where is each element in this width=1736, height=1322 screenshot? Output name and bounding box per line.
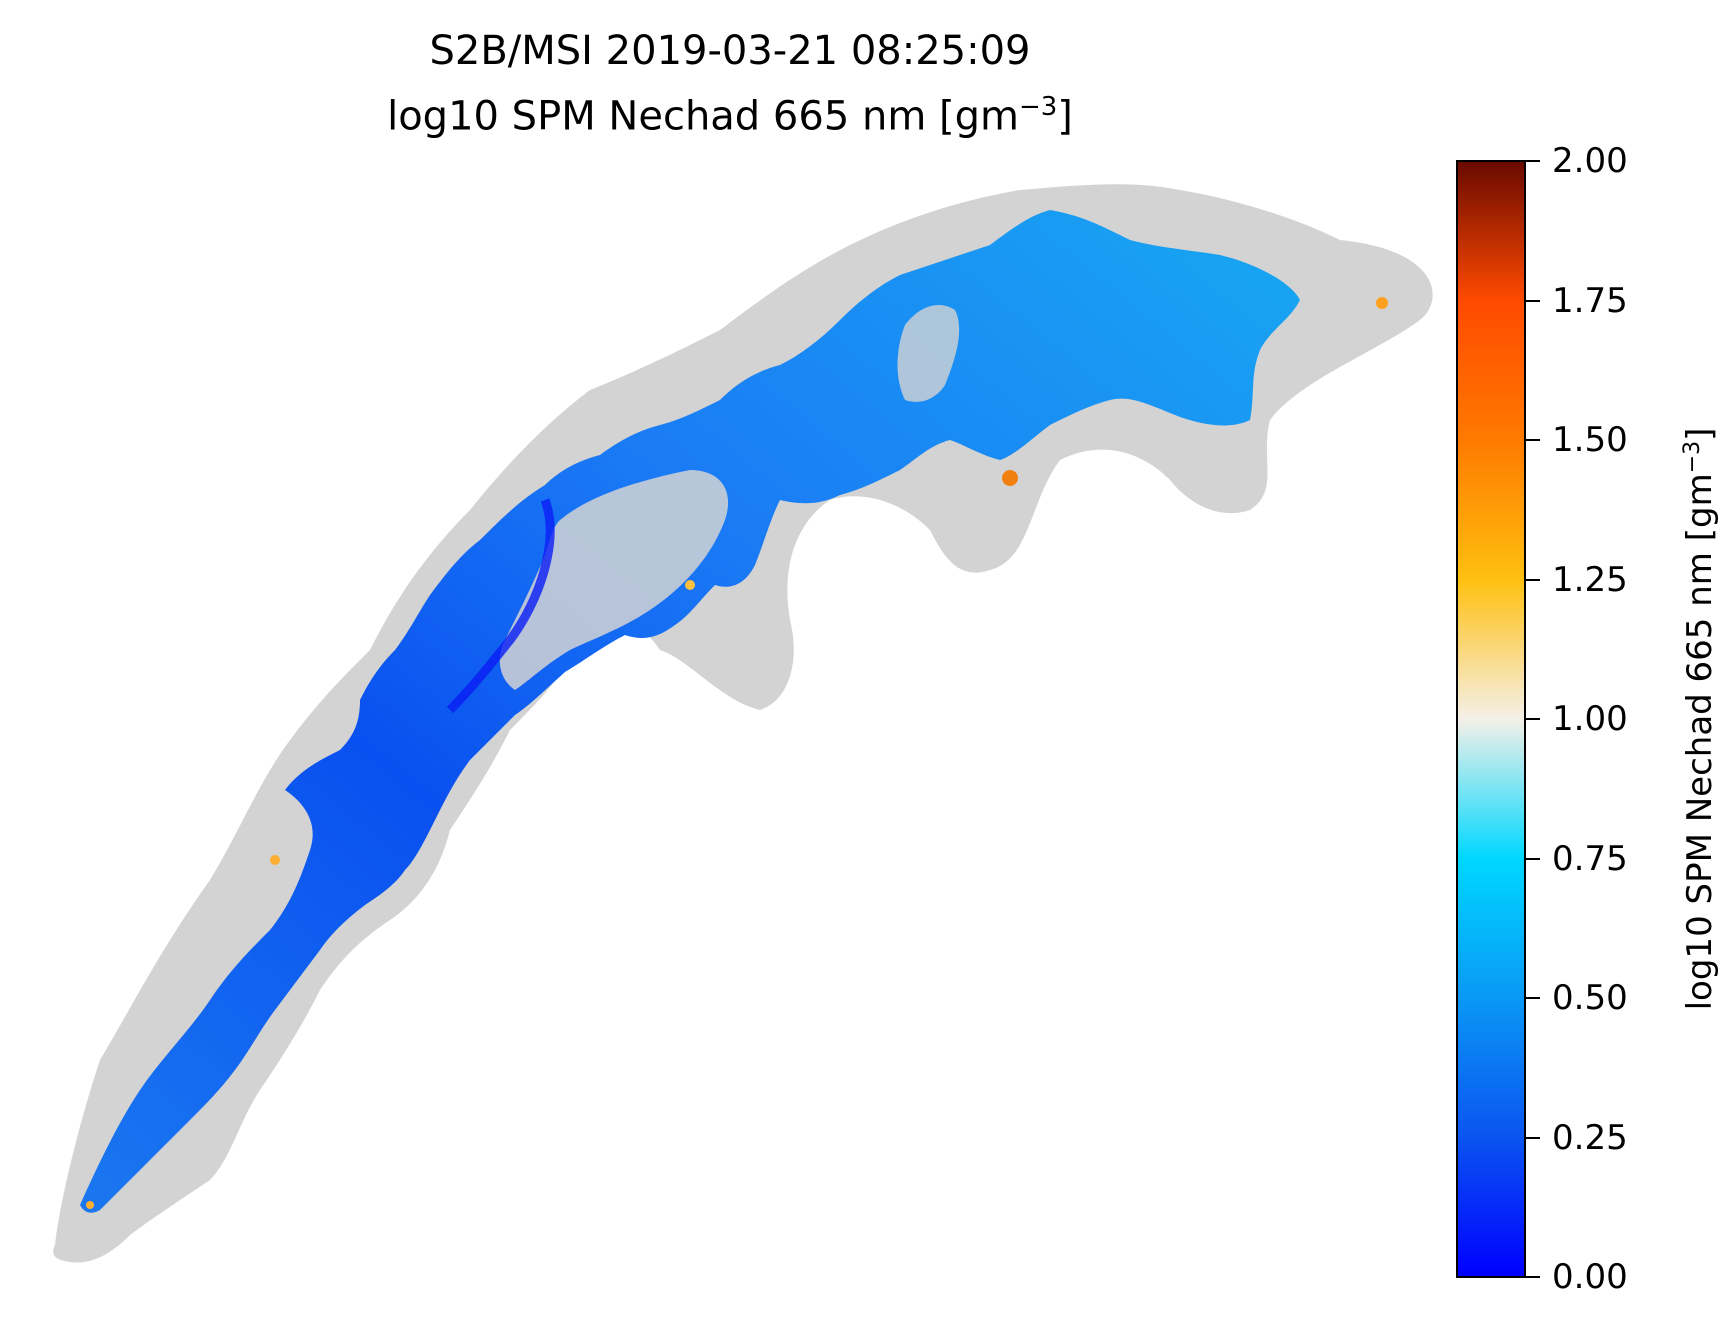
colorbar-tick-mark bbox=[1526, 299, 1540, 302]
high-spm-hotspot-5 bbox=[86, 1201, 94, 1209]
colorbar-tick-label: 1.75 bbox=[1552, 280, 1628, 321]
colorbar-tick-label: 2.00 bbox=[1552, 141, 1628, 181]
masked-speckle-zone-2 bbox=[897, 305, 960, 402]
colorbar-tick-mark bbox=[1526, 160, 1540, 162]
colorbar-tick-label: 1.25 bbox=[1552, 559, 1628, 600]
colorbar-tick-label: 1.00 bbox=[1552, 699, 1628, 739]
colorbar-label-exponent: −3 bbox=[1679, 440, 1705, 474]
title-text: log10 SPM Nechad 665 nm [gm bbox=[387, 93, 1019, 140]
deep-channel bbox=[446, 498, 555, 714]
title-bracket: ] bbox=[1057, 93, 1073, 140]
colorbar-tick-mark bbox=[1526, 857, 1540, 860]
colorbar-tick-mark bbox=[1526, 439, 1540, 441]
colorbar-tick-mark bbox=[1526, 578, 1540, 581]
high-spm-hotspot-1 bbox=[1002, 470, 1018, 486]
colorbar-tick-label: 0.50 bbox=[1552, 978, 1628, 1018]
colorbar-tick-label: 1.50 bbox=[1552, 420, 1628, 460]
colorbar bbox=[1456, 160, 1526, 1278]
colorbar-tick-label: 0.75 bbox=[1552, 838, 1628, 879]
high-spm-hotspot-4 bbox=[685, 580, 695, 590]
colorbar-tick-mark bbox=[1526, 1136, 1540, 1139]
title-exponent: −3 bbox=[1018, 92, 1058, 122]
map-title-line-1: S2B/MSI 2019-03-21 08:25:09 bbox=[429, 28, 1031, 74]
high-spm-hotspot-2 bbox=[1376, 297, 1388, 309]
colorbar-label-bracket: ] bbox=[1680, 427, 1721, 441]
spm-map bbox=[53, 184, 1433, 1263]
colorbar-tick-label: 0.25 bbox=[1552, 1117, 1628, 1158]
masked-speckle-zone-1 bbox=[499, 470, 729, 690]
colorbar-tick-mark bbox=[1526, 1276, 1540, 1278]
colorbar-tick-mark bbox=[1526, 997, 1540, 999]
map-title-line-2: log10 SPM Nechad 665 nm [gm−3] bbox=[0, 92, 1460, 139]
colorbar-axis-label: log10 SPM Nechad 665 nm [gm−3] bbox=[1680, 428, 1720, 1011]
colorbar-label-text: log10 SPM Nechad 665 nm [gm bbox=[1680, 473, 1721, 1011]
colorbar-tick-label: 0.00 bbox=[1552, 1257, 1628, 1297]
colorbar-tick-mark bbox=[1526, 718, 1540, 720]
high-spm-hotspot-3 bbox=[270, 855, 280, 865]
water-body bbox=[80, 210, 1300, 1213]
